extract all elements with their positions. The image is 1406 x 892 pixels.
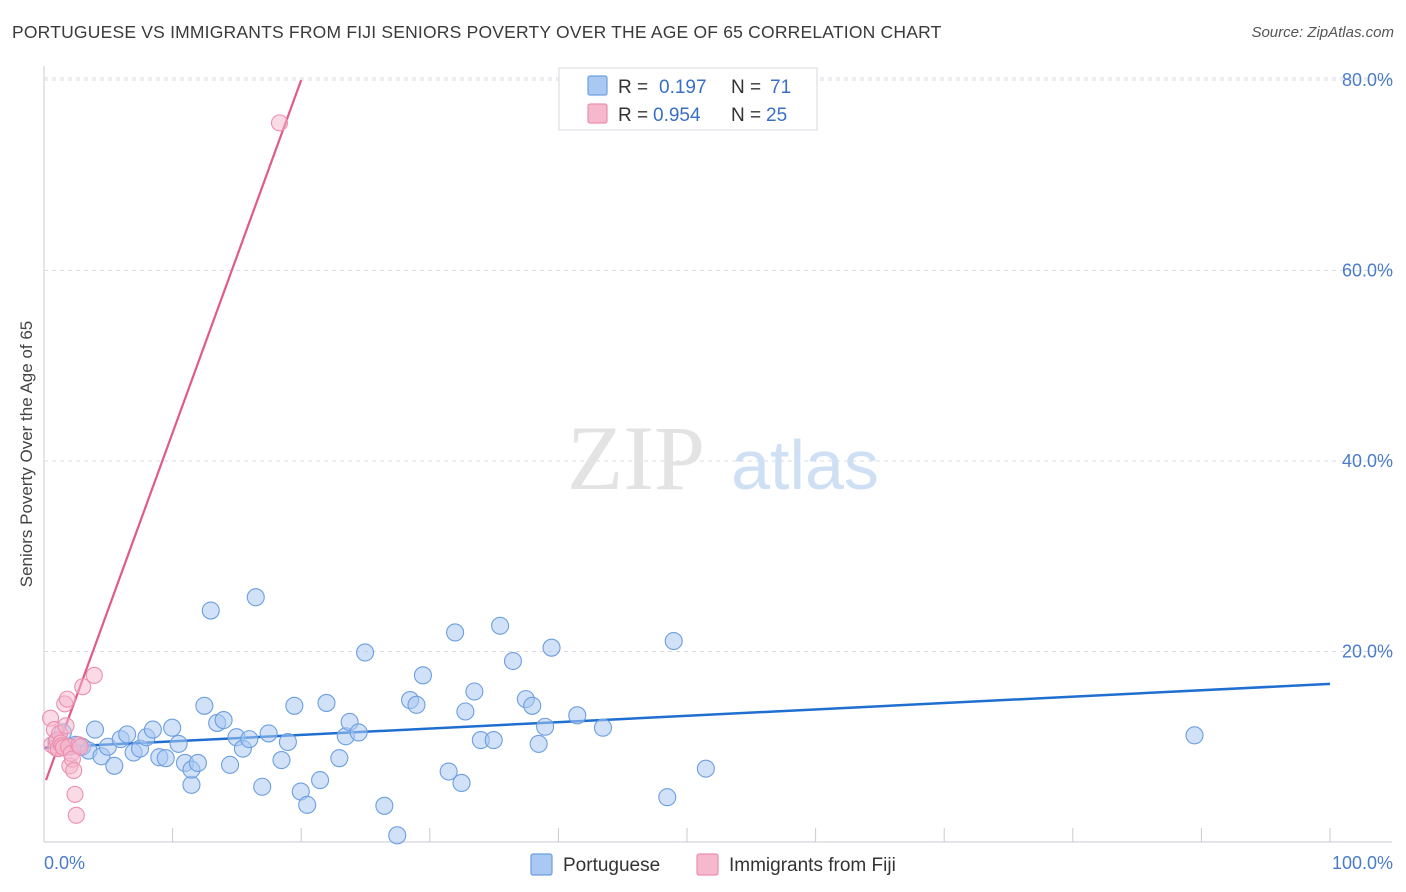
y-tick-label: 60.0% xyxy=(1342,261,1393,281)
data-point-portuguese xyxy=(105,756,124,775)
legend-n-value-portuguese: 71 xyxy=(770,77,791,98)
legend-r-value-fiji: 0.954 xyxy=(653,105,701,126)
data-point-portuguese xyxy=(568,706,587,725)
top-legend: R = 0.197 N = 71 R = 0.954 N = 25 xyxy=(558,67,818,131)
trendlines xyxy=(43,79,1331,781)
data-point-portuguese xyxy=(272,751,291,770)
data-point-portuguese xyxy=(169,734,188,753)
data-point-portuguese xyxy=(163,718,182,737)
portuguese-points xyxy=(47,588,1204,845)
data-point-portuguese xyxy=(1185,726,1204,745)
legend-r-label-portuguese: R = xyxy=(618,77,648,98)
data-point-fiji xyxy=(85,666,103,684)
data-point-portuguese xyxy=(156,749,175,768)
data-point-portuguese xyxy=(143,720,162,739)
y-tick-label: 20.0% xyxy=(1342,642,1393,662)
data-point-fiji xyxy=(58,690,76,708)
data-point-portuguese xyxy=(413,666,432,685)
data-point-portuguese xyxy=(246,588,265,607)
x-tick-label: 100.0% xyxy=(1332,853,1393,873)
data-point-portuguese xyxy=(664,631,683,651)
data-point-portuguese xyxy=(220,755,240,774)
data-point-portuguese xyxy=(317,693,336,712)
data-point-portuguese xyxy=(542,638,561,657)
bottom-legend-label-portuguese: Portuguese xyxy=(563,855,660,876)
data-point-portuguese xyxy=(452,773,471,792)
x-tick-labels: 0.0% 100.0% xyxy=(44,853,1393,873)
chart-title: PORTUGUESE VS IMMIGRANTS FROM FIJI SENIO… xyxy=(12,22,942,42)
y-tick-label: 40.0% xyxy=(1342,451,1393,471)
data-point-portuguese xyxy=(85,720,105,739)
data-point-portuguese xyxy=(456,702,475,721)
trendline-fiji xyxy=(44,79,303,781)
data-point-fiji xyxy=(57,717,75,735)
x-tick-marks xyxy=(172,828,1331,842)
watermark-zip: ZIP xyxy=(567,407,705,509)
data-point-portuguese xyxy=(491,616,510,635)
x-tick-label: 0.0% xyxy=(44,853,85,873)
data-point-portuguese xyxy=(298,795,317,814)
y-axis-label: Seniors Poverty Over the Age of 65 xyxy=(17,321,36,587)
data-point-portuguese xyxy=(349,723,368,742)
data-point-portuguese xyxy=(188,753,207,772)
legend-n-label-fiji: N = xyxy=(731,105,761,126)
watermark-atlas: atlas xyxy=(731,426,879,504)
data-point-fiji xyxy=(74,678,92,696)
data-point-portuguese xyxy=(523,696,542,715)
data-point-portuguese xyxy=(465,682,484,701)
data-point-portuguese xyxy=(439,762,458,781)
data-point-fiji xyxy=(270,114,289,132)
legend-swatch-portuguese xyxy=(587,75,608,96)
legend-n-value-fiji: 25 xyxy=(766,105,787,126)
bottom-legend: Portuguese Immigrants from Fiji xyxy=(530,853,896,876)
data-point-portuguese xyxy=(285,696,304,715)
data-point-portuguese xyxy=(503,651,523,671)
data-point-portuguese xyxy=(182,775,201,794)
legend-r-value-portuguese: 0.197 xyxy=(659,77,707,98)
data-point-portuguese xyxy=(536,717,555,736)
data-point-fiji xyxy=(67,806,85,824)
data-point-portuguese xyxy=(593,718,613,737)
fiji-points xyxy=(42,114,289,824)
data-point-portuguese xyxy=(529,734,548,753)
data-point-portuguese xyxy=(118,725,137,744)
data-point-portuguese xyxy=(201,601,220,620)
data-point-portuguese xyxy=(484,731,503,750)
legend-swatch-fiji xyxy=(587,103,608,124)
bottom-legend-swatch-portuguese xyxy=(530,853,553,876)
data-point-fiji xyxy=(66,785,84,803)
data-point-fiji xyxy=(71,738,89,756)
data-point-fiji xyxy=(65,762,83,780)
data-point-portuguese xyxy=(214,711,233,730)
y-tick-label: 80.0% xyxy=(1342,70,1393,90)
gridlines xyxy=(44,77,1392,652)
data-point-portuguese xyxy=(253,777,272,796)
legend-n-label-portuguese: N = xyxy=(731,77,761,98)
data-point-portuguese xyxy=(311,771,330,790)
data-point-portuguese xyxy=(356,643,375,662)
bottom-legend-swatch-fiji xyxy=(696,853,719,876)
data-point-portuguese xyxy=(259,724,278,743)
data-point-portuguese xyxy=(278,732,297,752)
data-point-portuguese xyxy=(330,749,349,768)
y-tick-labels: 20.0% 40.0% 60.0% 80.0% xyxy=(1342,70,1393,662)
data-point-portuguese xyxy=(407,695,426,714)
data-point-portuguese xyxy=(388,826,407,845)
bottom-legend-label-fiji: Immigrants from Fiji xyxy=(729,855,896,876)
source-label: Source: ZipAtlas.com xyxy=(1251,24,1394,41)
data-point-portuguese xyxy=(446,623,465,642)
data-point-portuguese xyxy=(240,730,259,749)
trendline-portuguese xyxy=(43,682,1331,749)
data-point-portuguese xyxy=(658,788,677,807)
data-point-portuguese xyxy=(195,696,214,715)
data-point-portuguese xyxy=(375,796,394,815)
data-point-portuguese xyxy=(696,759,715,778)
legend-r-label-fiji: R = xyxy=(618,105,648,126)
